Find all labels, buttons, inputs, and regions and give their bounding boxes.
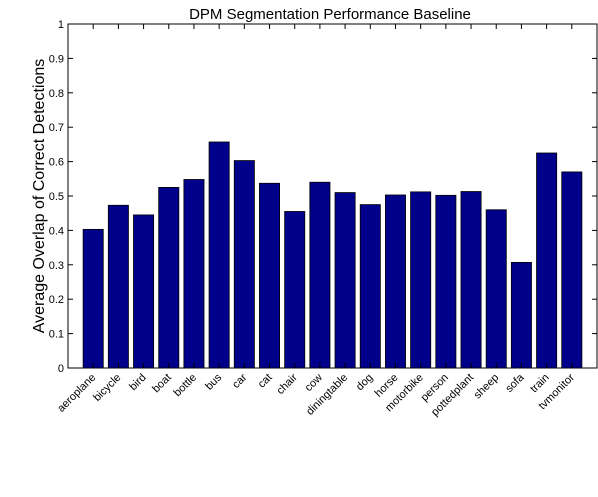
x-tick-label-boat: boat (150, 372, 174, 396)
bar-cow (309, 181, 331, 369)
y-tick-label: 0.9 (49, 53, 64, 65)
bar-motorbike (410, 191, 432, 369)
y-tick-label: 0.2 (49, 294, 64, 306)
x-tick-label-chair: chair (274, 371, 300, 397)
bar-tvmonitor (561, 171, 583, 369)
bar-sofa (510, 261, 532, 369)
x-tick-label-bicycle: bicycle (91, 372, 123, 404)
x-tick-label-bottle: bottle (172, 372, 200, 400)
bar-cat (259, 182, 281, 369)
bar-chair (284, 211, 306, 369)
x-tick-label-cat: cat (256, 372, 275, 391)
y-tick-label: 0.8 (49, 88, 64, 100)
bar-car (233, 160, 255, 369)
y-tick-label: 0.4 (49, 225, 64, 237)
y-tick-label: 1 (58, 19, 64, 31)
bar-diningtable (334, 192, 356, 369)
x-tick-label-bus: bus (203, 371, 224, 392)
bar-aeroplane (82, 228, 104, 369)
x-tick-label-car: car (230, 371, 250, 391)
bar-person (435, 194, 457, 369)
x-tick-label-bird: bird (127, 372, 148, 393)
bar-bottle (183, 179, 205, 369)
chart-title: DPM Segmentation Performance Baseline (189, 6, 471, 23)
bar-bird (133, 214, 155, 369)
bar-horse (384, 194, 406, 369)
y-tick-label: 0.1 (49, 329, 64, 341)
plot-area: 00.10.20.30.40.50.60.70.80.91aeroplanebi… (49, 19, 598, 419)
bar-boat (158, 186, 180, 369)
y-tick-label: 0.6 (49, 157, 64, 169)
y-tick-label: 0.5 (49, 191, 64, 203)
y-tick-label: 0 (58, 363, 64, 375)
bar-sheep (485, 209, 507, 369)
bar-bus (208, 141, 230, 369)
bar-train (536, 152, 558, 369)
y-tick-label: 0.7 (49, 122, 64, 134)
bar-bicycle (107, 204, 129, 369)
y-axis-label: Average Overlap of Correct Detections (31, 59, 48, 334)
x-tick-label-dog: dog (354, 372, 375, 393)
x-tick-label-aeroplane: aeroplane (55, 372, 98, 415)
bar-pottedplant (460, 191, 482, 369)
x-tick-label-sheep: sheep (472, 372, 502, 402)
bar-dog (359, 204, 381, 369)
y-tick-label: 0.3 (49, 260, 64, 272)
x-tick-label-sofa: sofa (503, 371, 527, 395)
